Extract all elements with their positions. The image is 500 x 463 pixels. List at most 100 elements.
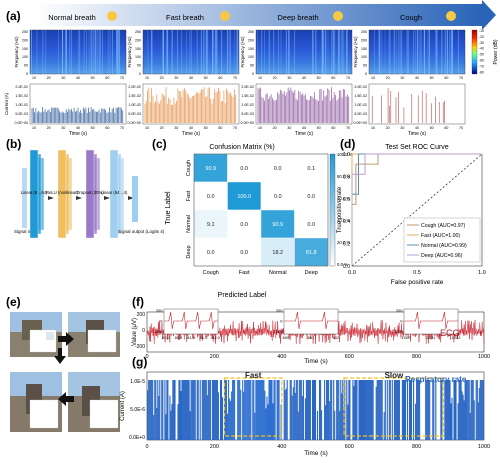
ecg-inset-xtick: 81.5	[200, 335, 209, 340]
layer-block	[109, 149, 119, 239]
panel-label-f: (f)	[132, 295, 144, 309]
resp-ytick: 5.0E-6	[130, 407, 145, 413]
colorbar-tick: -20	[479, 35, 484, 39]
spec-xtick: 20	[160, 76, 164, 80]
spectrogram-streak	[66, 30, 67, 74]
roc-ytick: 0.2	[343, 242, 350, 248]
spectrogram-streak	[78, 30, 80, 74]
current-ytick: 1.0E-02	[241, 103, 254, 107]
spec-ytick: 200	[361, 38, 367, 42]
cm-value: 0.1	[307, 166, 315, 172]
current-ytick: 0.0E+00	[128, 121, 142, 125]
spec-xtick: 70	[233, 76, 237, 80]
spectrogram-streak	[393, 30, 395, 74]
current-xtick: 30	[287, 126, 291, 130]
current-xtick: 50	[91, 126, 95, 130]
spec-xtick: 40	[415, 76, 419, 80]
spec-xtick: 60	[218, 76, 222, 80]
current-frame	[368, 83, 466, 125]
spectrogram-streak	[327, 30, 329, 74]
cm-xtick: Normal	[269, 270, 287, 276]
spectrogram-streak	[69, 30, 70, 74]
cm-cbar-tick: 100.0 %	[337, 152, 353, 157]
spectrogram-streak	[62, 30, 64, 74]
spectrogram-streak	[436, 30, 437, 74]
spec-xtick: 70	[346, 76, 350, 80]
panel-label-b: (b)	[6, 137, 21, 151]
cm-value: 100.0	[237, 194, 251, 200]
roc-xtick: 1.0	[478, 270, 486, 276]
state-title-0: Normal breath	[48, 13, 96, 22]
spectrogram-streak	[181, 30, 183, 74]
spectrogram-streak	[268, 30, 270, 74]
colorbar-tick: -70	[479, 64, 484, 68]
current-ytick: 1.5E-02	[128, 94, 141, 98]
current-xtick: 40	[302, 126, 306, 130]
spec-xtick: 30	[400, 76, 404, 80]
resp-xtick: 600	[345, 444, 354, 450]
ecg-inset-xtick: 1000	[402, 335, 412, 340]
current-ytick: 2.0E-02	[241, 85, 254, 89]
banner-arrow	[482, 0, 496, 30]
spectrogram-streak	[83, 30, 85, 74]
spectrogram-streak	[435, 30, 436, 74]
colorbar-tick: -30	[479, 41, 484, 45]
ecg-inset-ytick: 0	[160, 319, 163, 324]
current-ytick: 5.0E-03	[15, 112, 28, 116]
cm-cell-bg	[194, 210, 228, 238]
spec-xtick: 50	[204, 76, 208, 80]
spec-ytick: 100	[361, 55, 367, 59]
ecg-inset-xtick: 602	[333, 335, 340, 340]
cm-ytick: Cough	[186, 160, 192, 176]
spectrogram-streak	[70, 30, 72, 74]
spectrogram-streak	[109, 30, 111, 74]
spectrogram-streak	[389, 30, 391, 74]
current-xtick: 50	[317, 126, 321, 130]
spectrogram-streak	[116, 30, 118, 74]
spec-ytick: 250	[361, 30, 367, 34]
cm-ytick: Fast	[186, 190, 192, 201]
current-ytick: 5.0E-03	[241, 112, 254, 116]
cm-cell-bg	[194, 238, 228, 266]
layer-label: ReLU (nonlinear)	[46, 190, 78, 195]
colorbar-tick: -80	[479, 70, 484, 74]
resp-xtick: 1000	[478, 444, 490, 450]
photo-bottom-right	[68, 372, 120, 432]
spectrogram-streak	[384, 30, 386, 74]
resp-annot-label: Slow	[385, 371, 404, 380]
current-xtick: 70	[233, 126, 237, 130]
emoji-icon-2	[333, 11, 343, 21]
resp-xtick: 800	[412, 444, 421, 450]
current-ytick: 1.5E-02	[15, 94, 28, 98]
input-label: Signal input	[14, 229, 38, 234]
spec-ytick: 100	[248, 55, 254, 59]
spec-xtick: 10	[32, 76, 36, 80]
photo-top-right	[68, 312, 120, 357]
spec-ytick: 150	[248, 47, 254, 51]
spec-xtick: 60	[105, 76, 109, 80]
spectrogram-streak	[79, 30, 81, 74]
spec-ytick: 0	[252, 72, 254, 76]
spectrogram-streak	[374, 30, 375, 74]
current-ytick: 2.0E-02	[15, 85, 28, 89]
spectrogram	[255, 29, 353, 75]
spec-xtick: 30	[174, 76, 178, 80]
spectrogram-streak	[97, 30, 99, 74]
spectrogram-streak	[346, 30, 348, 74]
panel-c: Confusion Matrix (%) 90.9 0.0 0.0 0.10.0 100…	[165, 144, 353, 299]
spectrogram-streak	[177, 30, 178, 74]
spectrogram-streak	[343, 30, 345, 74]
cm-cell-bg	[261, 154, 295, 182]
spectrogram-streak	[321, 30, 323, 74]
current-xtick: 70	[120, 126, 124, 130]
spectrogram-streak	[119, 30, 121, 74]
cm-cbar-tick: 0.0 %	[337, 262, 348, 267]
roc-xtick: 0.5	[413, 270, 421, 276]
ecg-inset-frame	[283, 308, 339, 335]
time-xlabel: Time (s)	[69, 131, 87, 137]
spectrogram-streak	[333, 30, 335, 74]
state-title-1: Fast breath	[166, 13, 204, 22]
state-banner	[36, 4, 482, 26]
spectrogram-streak	[216, 30, 218, 74]
